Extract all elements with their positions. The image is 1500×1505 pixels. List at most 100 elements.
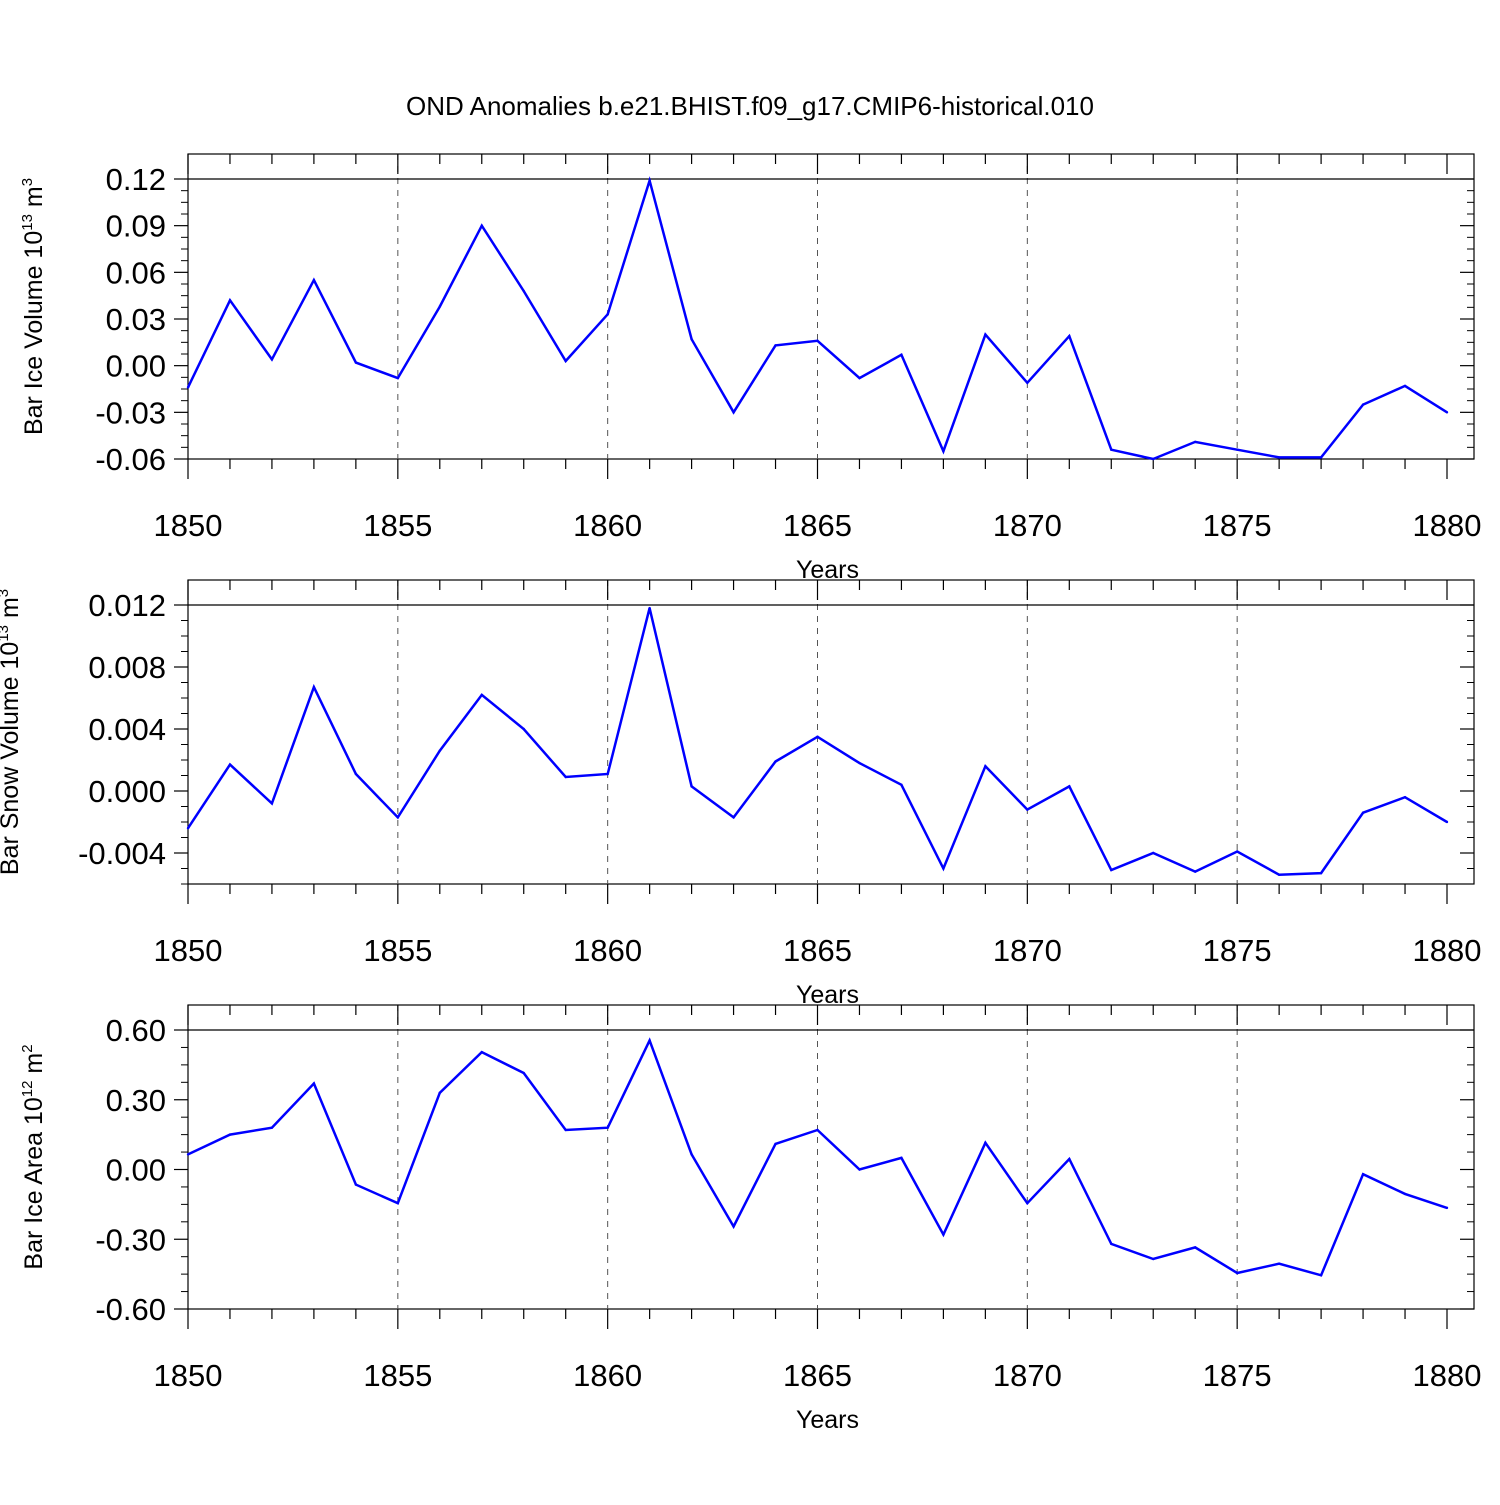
data-point (1110, 868, 1113, 872)
data-point (732, 411, 735, 414)
data-point (942, 867, 945, 870)
data-point (480, 693, 483, 697)
data-point (1319, 871, 1323, 875)
data-point (1194, 440, 1197, 444)
y-tick-label: -0.30 (95, 1222, 166, 1257)
data-point (1235, 1271, 1239, 1275)
x-tick-label: 1865 (783, 933, 852, 968)
x-tick-label: 1875 (1203, 933, 1272, 968)
series-line-bar-ice-volume (186, 176, 1448, 461)
data-point (522, 289, 525, 293)
chart-title: OND Anomalies b.e21.BHIST.f09_g17.CMIP6-… (406, 91, 1094, 121)
x-axis-title: Years (796, 556, 859, 584)
y-axis-title-exponent: 12 (19, 1081, 36, 1098)
data-point (186, 1153, 190, 1156)
data-point (648, 606, 651, 610)
plot-frame (187, 153, 1475, 460)
y-axis-title-exponent: 13 (19, 214, 36, 231)
data-point (564, 359, 567, 363)
data-point (690, 1153, 693, 1156)
plot-frame (187, 579, 1475, 885)
data-point (270, 802, 274, 805)
data-point (1068, 334, 1071, 338)
y-tick-label: -0.60 (95, 1292, 166, 1327)
data-point (480, 224, 483, 227)
data-point (312, 1082, 316, 1085)
data-point (1361, 1172, 1365, 1176)
data-point (228, 763, 232, 766)
data-point (186, 827, 190, 830)
y-axis-title: Bar Ice Volume 1013 m3 (19, 178, 48, 435)
data-point (774, 760, 777, 763)
data-point (1110, 1242, 1113, 1246)
x-tick-label: 1850 (154, 1358, 223, 1393)
data-point (1445, 411, 1449, 414)
y-axis-title-main: Bar Snow Volume 10 (0, 642, 24, 875)
data-point (774, 344, 777, 347)
y-tick-label: 0.06 (106, 255, 166, 290)
data-point (900, 783, 903, 786)
data-point (1277, 456, 1281, 459)
data-point (354, 361, 358, 364)
y-axis-title-unit: m (0, 597, 24, 625)
data-point (606, 313, 609, 316)
y-tick-label: -0.06 (95, 442, 166, 477)
y-axis-title-main: Bar Ice Volume 10 (20, 231, 48, 435)
data-point (816, 735, 819, 738)
data-point (228, 1133, 232, 1136)
y-axis-title-unit-exponent: 3 (19, 178, 36, 186)
x-tick-label: 1850 (154, 508, 223, 543)
y-tick-label: 0.09 (106, 209, 166, 244)
data-point (1152, 457, 1155, 461)
data-point (1068, 1157, 1071, 1161)
y-axis-title-main: Bar Ice Area 10 (20, 1097, 48, 1269)
data-point (984, 765, 987, 768)
y-axis-title-exponent: 13 (0, 625, 12, 642)
y-axis-title-unit: m (20, 186, 48, 214)
data-point (1026, 1202, 1029, 1205)
panel-bar-ice-area: 1850 1855 1860 1865 1870 1875 1880 Years -0.60 -0… (19, 1004, 1481, 1434)
data-point (1403, 1192, 1407, 1196)
x-tick-label: 1860 (573, 933, 642, 968)
data-point (396, 1202, 400, 1205)
panel-bar-ice-volume: 1850 1855 1860 1865 1870 1875 1880 Years -0.06 -0… (19, 153, 1481, 584)
y-axis-title: Bar Ice Area 1012 m2 (19, 1044, 48, 1269)
data-point (1277, 1262, 1281, 1265)
data-point (606, 1126, 609, 1129)
data-point (1194, 1246, 1197, 1249)
y-tick-label: 0.12 (106, 162, 166, 197)
data-point (270, 1126, 274, 1129)
data-point (1445, 1206, 1449, 1210)
y-tick-label: -0.004 (78, 836, 166, 871)
panel-bar-snow-volume: 1850 1855 1860 1865 1870 1875 1880 Years -0.004 0… (0, 579, 1481, 1009)
data-point (312, 685, 316, 689)
data-point (732, 1225, 735, 1228)
data-point (270, 358, 274, 361)
y-tick-label: 0.004 (88, 712, 166, 747)
data-point (186, 386, 190, 389)
y-axis-title-unit-exponent: 3 (0, 589, 12, 597)
data-point (648, 1039, 651, 1042)
data-point (942, 450, 945, 453)
data-point (858, 1168, 861, 1171)
data-point (942, 1233, 945, 1236)
y-axis-title-unit-exponent: 2 (19, 1044, 36, 1052)
y-axis-title: Bar Snow Volume 1013 m3 (0, 589, 24, 875)
data-point (480, 1050, 483, 1054)
data-point (1319, 1274, 1323, 1277)
data-point (228, 299, 232, 302)
data-point (1152, 1257, 1155, 1261)
x-tick-label: 1870 (993, 933, 1062, 968)
data-point (690, 785, 693, 788)
y-tick-label: 0.008 (88, 650, 166, 685)
x-tick-label: 1865 (783, 508, 852, 543)
x-tick-label: 1860 (573, 1358, 642, 1393)
data-point (858, 761, 861, 765)
data-point (984, 333, 987, 336)
data-point (522, 1071, 525, 1075)
data-point (1277, 873, 1281, 876)
data-point (1235, 448, 1239, 451)
data-point (396, 376, 400, 380)
data-point (648, 179, 651, 182)
